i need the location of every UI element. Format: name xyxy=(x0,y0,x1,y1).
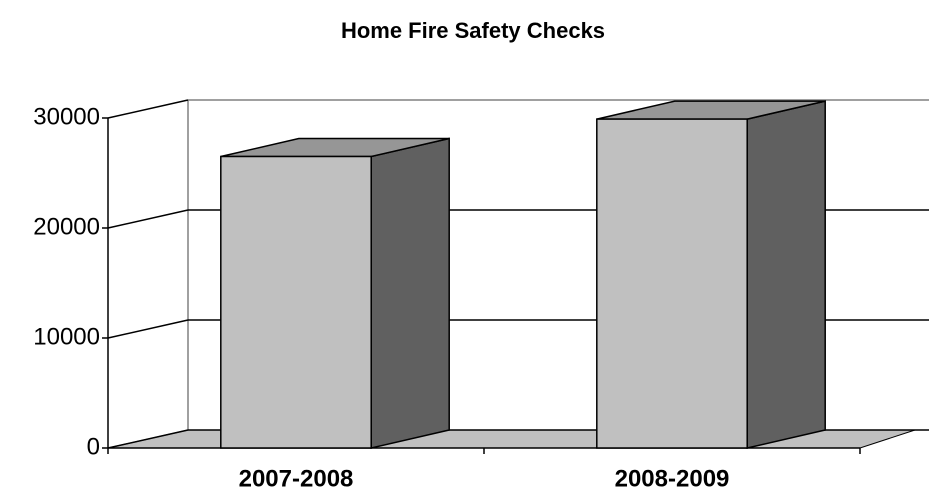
bar xyxy=(220,155,372,449)
bar-side xyxy=(746,100,826,449)
x-tick-label: 2008-2009 xyxy=(615,465,730,492)
y-tick-label: 10000 xyxy=(33,323,100,350)
y-tick-label: 0 xyxy=(87,433,100,460)
y-tick-label: 30000 xyxy=(33,103,100,130)
bar-side xyxy=(370,137,450,449)
y-tick-label: 20000 xyxy=(33,213,100,240)
bar xyxy=(596,118,748,449)
grid-line xyxy=(107,99,189,119)
grid-line xyxy=(107,429,189,449)
chart-title: Home Fire Safety Checks xyxy=(341,18,605,43)
x-tick-label: 2007-2008 xyxy=(239,465,354,492)
grid-line xyxy=(107,319,189,339)
grid-line xyxy=(107,209,189,229)
